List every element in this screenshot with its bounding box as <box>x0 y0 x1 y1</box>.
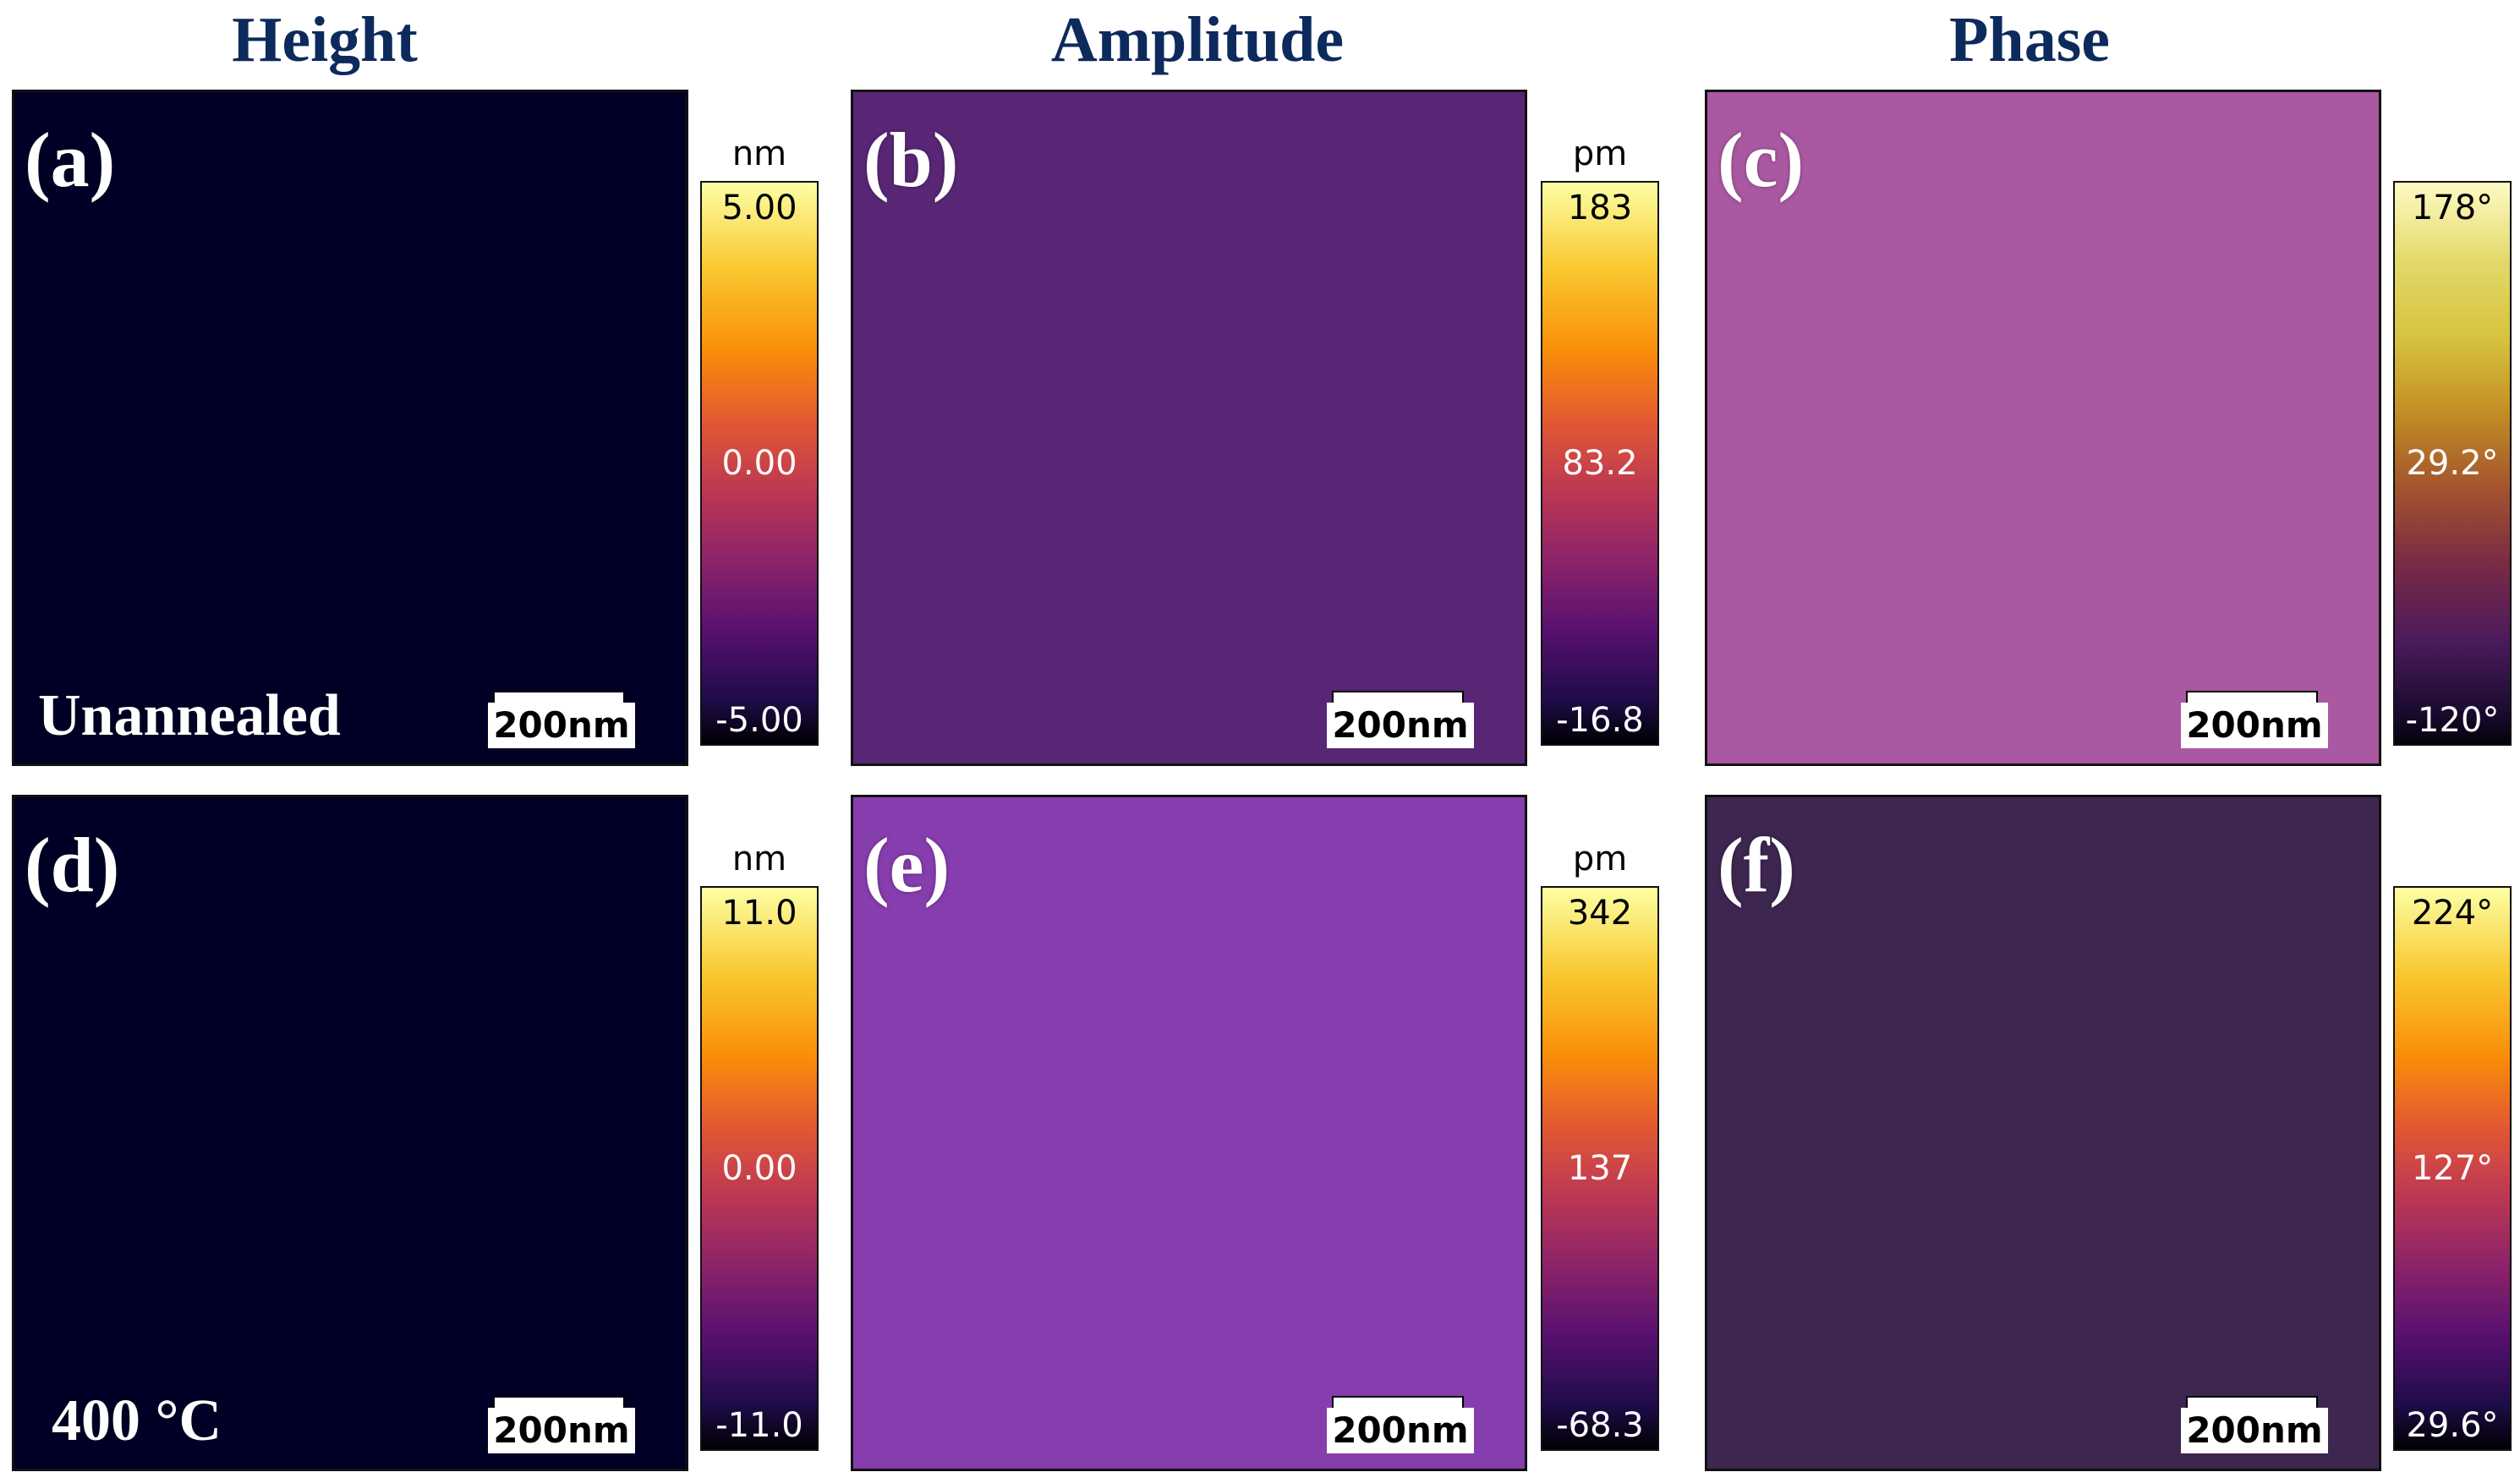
colorbar-max: 178° <box>2411 189 2494 227</box>
panel-c-phase-map: (c) 200nm <box>1705 90 2381 766</box>
panel-label: (d) <box>25 822 120 908</box>
scale-bar-label: 200nm <box>2181 1408 2328 1453</box>
height-map-image <box>14 797 686 1469</box>
colorbar-mid: 0.00 <box>721 444 797 483</box>
colorbar-min: -16.8 <box>1556 701 1644 740</box>
colorbar-unit: nm <box>731 840 787 878</box>
scale-bar-label: 200nm <box>1327 1408 1474 1453</box>
colorbar-max: 11.0 <box>721 894 797 933</box>
height-map-image <box>14 92 686 763</box>
colorbar-mid: 83.2 <box>1562 444 1638 483</box>
colorbar-unit: pm <box>1572 134 1628 173</box>
colorbar-min: -120° <box>2405 701 2500 740</box>
column-title-amplitude: Amplitude <box>1050 4 1345 75</box>
panel-label: (a) <box>25 117 116 203</box>
phase-map-image <box>1707 797 2379 1469</box>
panel-e-amplitude-map: (e) 200nm <box>851 795 1527 1471</box>
panel-b-amplitude-map: (b) 200nm <box>851 90 1527 766</box>
colorbar-unit: pm <box>1572 840 1628 878</box>
colorbar-max: 342 <box>1567 894 1633 933</box>
colorbar-mid: 127° <box>2411 1149 2494 1188</box>
colorbar-max: 224° <box>2411 894 2494 933</box>
colorbar-min: -5.00 <box>715 701 803 740</box>
column-title-phase: Phase <box>1949 4 2110 75</box>
colorbar: 11.0 0.00 -11.0 <box>700 886 819 1451</box>
colorbar: 183 83.2 -16.8 <box>1541 181 1659 746</box>
colorbar: 5.00 0.00 -5.00 <box>700 181 819 746</box>
colorbar: 342 137 -68.3 <box>1541 886 1659 1451</box>
colorbar-mid: 29.2° <box>2406 444 2499 483</box>
phase-map-image <box>1707 92 2379 763</box>
panel-d-height-map: (d) 400 °C 200nm <box>12 795 688 1471</box>
panel-f-phase-map: (f) 200nm <box>1705 795 2381 1471</box>
colorbar-mid: 137 <box>1567 1149 1633 1188</box>
panel-label: (f) <box>1717 822 1795 908</box>
colorbar-max: 5.00 <box>721 189 797 227</box>
panel-label: (b) <box>863 117 959 203</box>
panel-label: (e) <box>863 822 950 908</box>
colorbar-min: -11.0 <box>715 1406 803 1445</box>
column-title-height: Height <box>232 4 418 75</box>
amplitude-map-image <box>853 797 1525 1469</box>
colorbar-min: -68.3 <box>1556 1406 1644 1445</box>
colorbar-max: 183 <box>1567 189 1633 227</box>
colorbar-min: 29.6° <box>2406 1406 2499 1445</box>
colorbar-mid: 0.00 <box>721 1149 797 1188</box>
scale-bar-label: 200nm <box>2181 703 2328 748</box>
scale-bar-label: 200nm <box>1327 703 1474 748</box>
panel-a-height-map: (a) Unannealed 200nm <box>12 90 688 766</box>
scale-bar-label: 200nm <box>488 703 635 748</box>
scale-bar-label: 200nm <box>488 1408 635 1453</box>
colorbar: 178° 29.2° -120° <box>2393 181 2512 746</box>
amplitude-map-image <box>853 92 1525 763</box>
panel-label: (c) <box>1717 117 1805 203</box>
condition-label: Unannealed <box>38 683 341 748</box>
colorbar: 224° 127° 29.6° <box>2393 886 2512 1451</box>
condition-label: 400 °C <box>52 1388 222 1453</box>
colorbar-unit: nm <box>731 134 787 173</box>
